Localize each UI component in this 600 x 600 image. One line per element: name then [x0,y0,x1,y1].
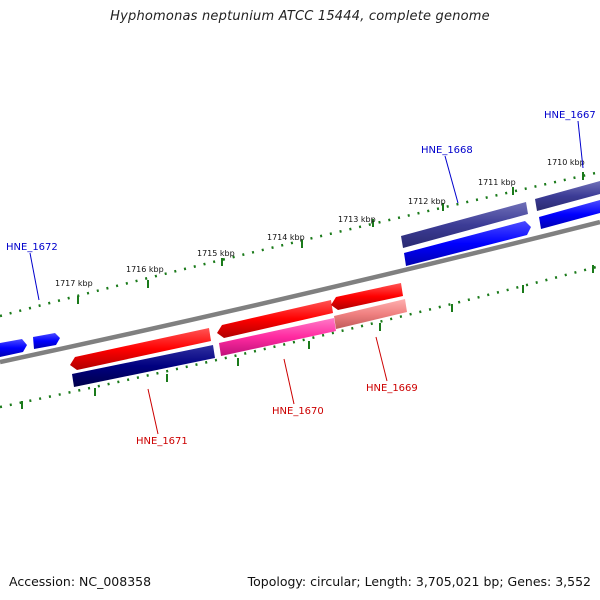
gene-bar-hne-1667[interactable] [535,181,600,211]
ruler-label: 1711 kbp [478,178,516,187]
gene-bar-hne-1669[interactable] [334,299,407,329]
forward-cds-track [0,200,600,357]
gene-label-hne-1671[interactable]: HNE_1671 [136,436,188,447]
forward-gene-track [401,181,600,248]
reverse-gene-track [72,299,407,387]
genome-backbone [0,219,600,365]
cds-arrow-hne-1669[interactable] [331,283,403,310]
cds-arrow-hne-1668[interactable] [404,221,531,266]
gene-label-hne-1668[interactable]: HNE_1668 [421,145,473,156]
ruler-label: 1713 kbp [338,215,376,224]
cds-arrow-hne-1671[interactable] [70,328,211,370]
gene-labels: HNE_1667 HNE_1668 HNE_1669 HNE_1670 HNE_… [6,110,596,447]
gene-bar-hne-1668[interactable] [401,202,528,248]
genome-title: Hyphomonas neptunium ATCC 15444, complet… [110,9,490,24]
gene-label-hne-1672[interactable]: HNE_1672 [6,242,58,253]
outer-ruler: 1710 kbp 1711 kbp 1712 kbp 1713 kbp 1714… [0,158,600,318]
ruler-label: 1716 kbp [126,265,164,274]
ruler-label: 1710 kbp [547,158,585,167]
gene-label-hne-1667[interactable]: HNE_1667 [544,110,596,121]
gene-label-hne-1670[interactable]: HNE_1670 [272,406,324,417]
gene-bar-hne-1671[interactable] [72,345,215,387]
cds-arrow-hne-1672[interactable] [33,333,60,349]
ruler-label: 1712 kbp [408,197,446,206]
genome-summary-text: Topology: circular; Length: 3,705,021 bp… [247,574,591,589]
gene-label-hne-1669[interactable]: HNE_1669 [366,383,418,394]
ruler-label: 1714 kbp [267,233,305,242]
gene-bar-hne-1670[interactable] [219,318,336,356]
inner-ruler [0,264,600,409]
ruler-label: 1717 kbp [55,279,93,288]
cds-arrow-hne-1670[interactable] [217,300,333,338]
cds-arrow-hne-1667[interactable] [539,200,600,229]
accession-text: Accession: NC_008358 [9,574,152,589]
cds-arrow-hne-1673[interactable] [0,339,27,357]
ruler-label: 1715 kbp [197,249,235,258]
reverse-cds-track [70,283,403,370]
